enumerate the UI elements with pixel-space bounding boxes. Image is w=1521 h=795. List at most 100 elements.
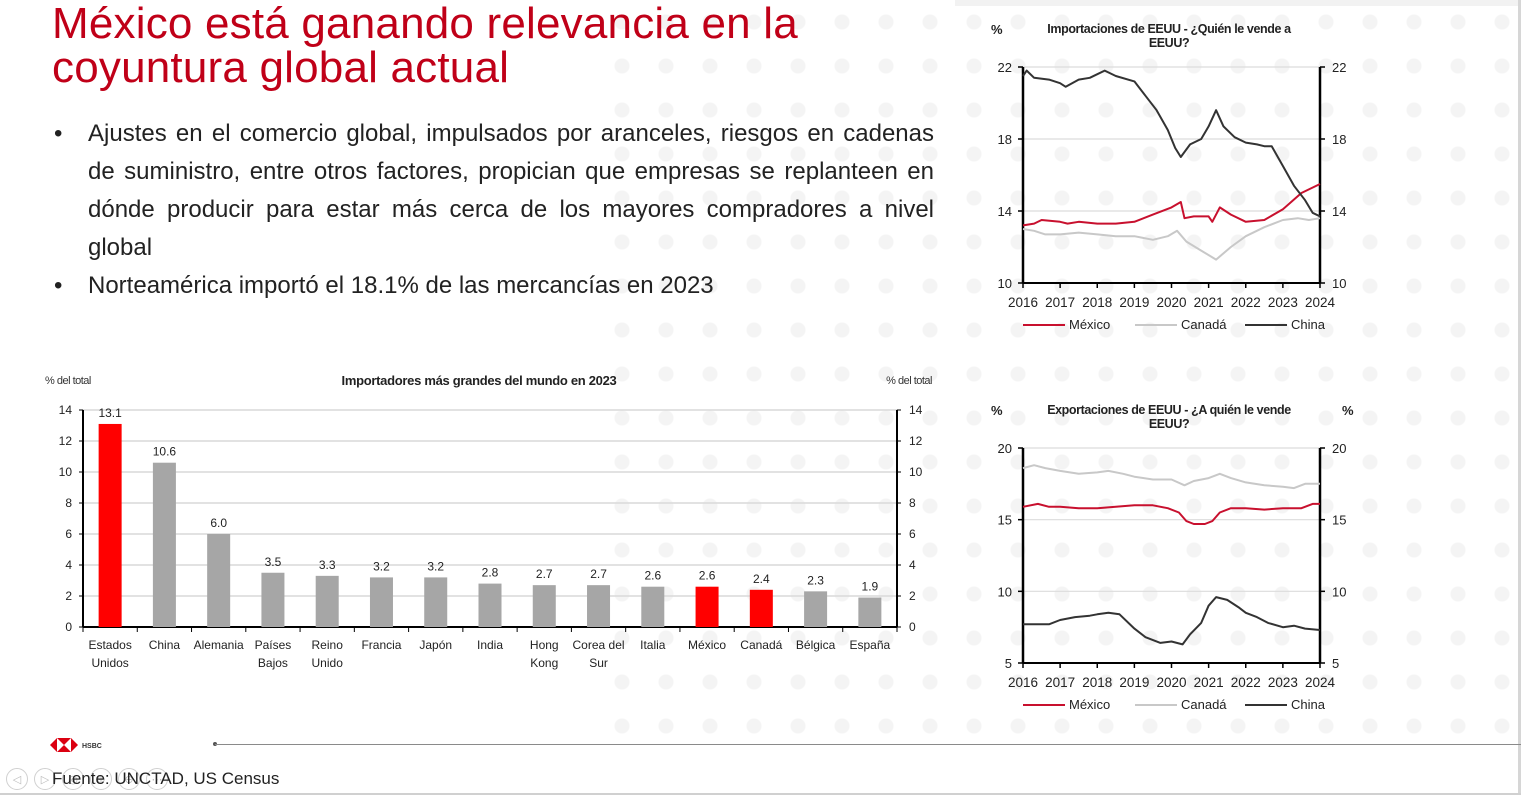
x-tick-label: 2020 [1156,295,1186,310]
y-tick-label-right: 4 [909,558,916,572]
x-category-label: México [688,638,726,652]
hsbc-logo-text: HSBC [82,743,102,750]
bullet-item: Norteamérica importó el 18.1% de las mer… [52,267,934,305]
hsbc-logo: HSBC [50,736,110,759]
y-tick-label-left: 22 [998,60,1012,75]
zoom-in-button[interactable]: ⊕ [90,768,112,790]
x-tick-label: 2019 [1119,295,1149,310]
y-tick-label-left: 10 [998,276,1012,291]
y-tick-label-right: 10 [1332,584,1346,599]
bar-value-label: 2.8 [482,566,499,580]
y-tick-label-right: 8 [909,496,916,510]
y-tick-label-right: 18 [1332,132,1346,147]
x-tick-label: 2019 [1119,675,1149,690]
bar-value-label: 3.2 [427,559,444,573]
bar-value-label: 3.3 [319,558,336,572]
y-tick-label-left: 6 [65,527,72,541]
series-line-mexico [1022,502,1320,525]
y-tick-label-right: 6 [909,527,916,541]
x-tick-label: 2022 [1231,675,1261,690]
legend-label: China [1291,317,1326,332]
source-note: Fuente: UNCTAD, US Census [52,769,280,788]
bar-value-label: 2.6 [644,569,661,583]
legend-label: China [1291,697,1326,712]
bar-value-label: 2.3 [807,573,824,587]
bar [478,583,502,627]
x-tick-label: 2017 [1045,295,1075,310]
y-axis-unit-left: % [991,403,1003,418]
bar [369,577,393,627]
y-tick-label-left: 20 [998,441,1012,456]
window-right-edge [1518,0,1521,795]
importers-bar-chart: % del total % del total Importadores más g… [45,373,933,670]
x-category-label: Reino [312,638,344,652]
y-tick-label-right: 22 [1332,60,1346,75]
x-category-label: China [149,638,181,652]
bar [695,586,719,627]
series-line-china [1023,596,1321,646]
y-tick-label-right: 10 [1332,276,1346,291]
y-tick-label-right: 5 [1332,656,1339,671]
x-category-label: Italia [640,638,666,652]
chart-title: Exportaciones de EEUU - ¿A quién le vend… [1047,403,1291,417]
y-tick-label-right: 0 [909,620,916,634]
y-tick-label-right: 2 [909,589,916,603]
pointer-tool-button[interactable]: ◎ [62,768,84,790]
x-category-label: Sur [589,656,608,670]
previous-slide-button[interactable]: ◁ [6,768,28,790]
bar [641,586,665,627]
chart-title: Importaciones de EEUU - ¿Quién le vende … [1047,22,1292,36]
chart-title: Importadores más grandes del mundo en 20… [342,373,617,388]
y-tick-label-left: 12 [59,434,73,448]
bar [804,591,828,627]
x-category-label: Kong [530,656,558,670]
y-tick-label-left: 0 [65,620,72,634]
more-options-button[interactable]: ⋯ [146,768,168,790]
bar [152,462,176,627]
x-category-label: Hong [530,638,559,652]
hsbc-hexagon-icon: HSBC [50,738,102,752]
bar [98,423,122,627]
us-imports-line-chart: % Importaciones de EEUU - ¿Quién le vende… [991,22,1346,332]
zoom-out-button[interactable]: ⊖ [118,768,140,790]
x-category-label: Bajos [258,656,288,670]
bullet-list: Ajustes en el comercio global, impulsado… [52,115,934,305]
y-tick-label-right: 15 [1332,513,1346,528]
bar [207,534,231,627]
x-category-label: Japón [419,638,452,652]
bar [261,572,285,627]
y-axis-unit-right: % [1342,403,1354,418]
x-tick-label: 2023 [1268,675,1298,690]
bullet-item: Ajustes en el comercio global, impulsado… [52,115,934,267]
x-category-label: Unido [312,656,344,670]
bar [587,585,611,627]
x-category-label: Bélgica [796,638,836,652]
footer-divider [215,744,1521,745]
window-top-strip [955,0,1521,6]
series-line-mexico [1022,183,1321,227]
bar [315,575,339,627]
x-category-label: Alemania [194,638,244,652]
x-category-label: Corea del [573,638,625,652]
x-category-label: Francia [361,638,401,652]
x-category-label: Canadá [740,638,782,652]
x-tick-label: 2018 [1082,295,1112,310]
next-slide-button[interactable]: ▷ [34,768,56,790]
y-tick-label-right: 10 [909,465,923,479]
x-category-label: Países [255,638,292,652]
bottom-border [0,793,1521,795]
bar-value-label: 3.2 [373,559,390,573]
bar-value-label: 6.0 [210,516,227,530]
series-line-canada [1022,464,1320,490]
y-tick-label-right: 12 [909,434,923,448]
x-tick-label: 2024 [1305,675,1336,690]
bar-value-label: 2.4 [753,572,770,586]
bar-value-label: 10.6 [153,445,177,459]
x-category-label: India [477,638,503,652]
x-category-label: Unidos [91,656,128,670]
x-tick-label: 2016 [1008,295,1038,310]
y-tick-label-right: 14 [1332,204,1346,219]
chart-title: EEUU? [1149,417,1189,431]
bar-value-label: 2.6 [699,569,716,583]
x-tick-label: 2021 [1194,675,1224,690]
